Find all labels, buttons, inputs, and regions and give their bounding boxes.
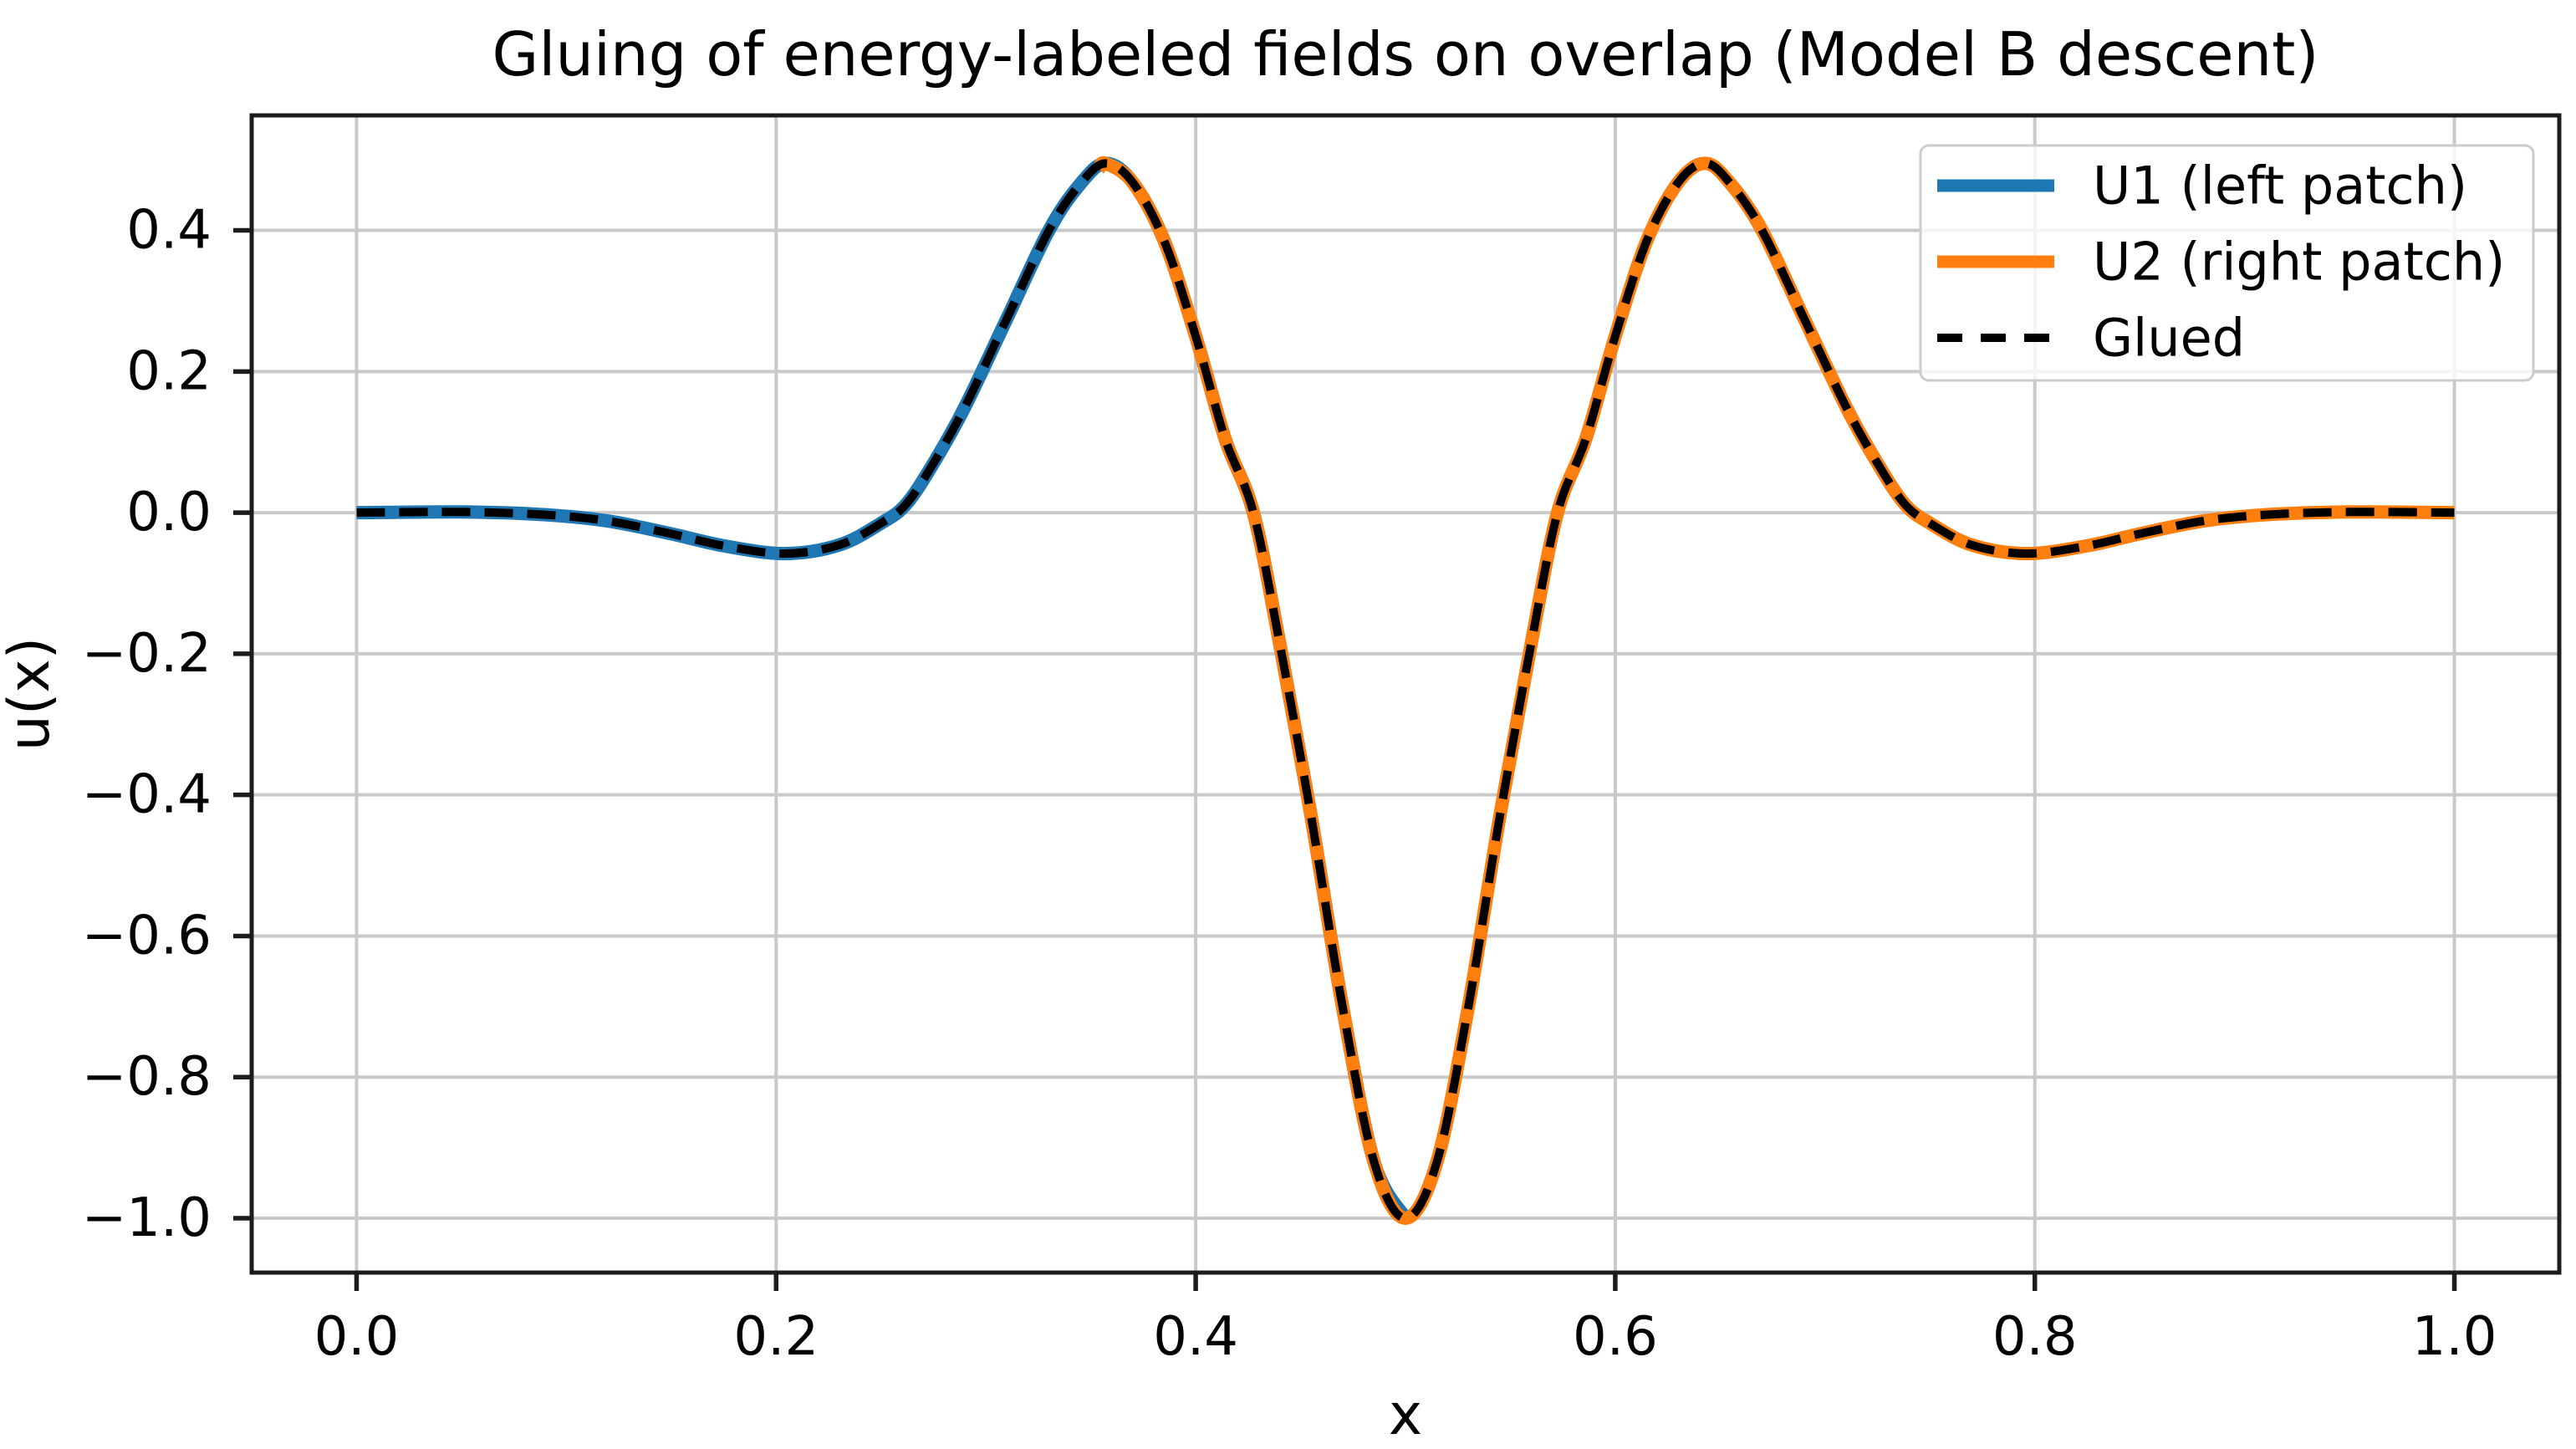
y-tick-label: −0.8 [82, 1046, 212, 1108]
legend-label-u2: U2 (right patch) [2093, 232, 2505, 293]
data-series [356, 156, 2455, 1225]
y-tick-label: −1.0 [82, 1187, 212, 1249]
y-tick-label: 0.0 [126, 482, 212, 543]
legend-label-u1: U1 (left patch) [2093, 156, 2467, 217]
y-tick-label: −0.6 [82, 905, 212, 967]
tick-labels: 0.0 0.2 0.4 0.6 0.8 1.0 0.4 0.2 0.0 −0.2 −0.4 −0.6 −… [82, 200, 2497, 1368]
x-tick-label: 1.0 [2412, 1306, 2497, 1368]
legend-frame [1919, 144, 2535, 382]
x-tick-label: 0.6 [1573, 1306, 1658, 1368]
legend-item-u1: U1 (left patch) [1937, 156, 2467, 217]
axes-spines [249, 113, 2562, 1275]
y-tick-label: 0.2 [126, 340, 212, 402]
chart-title: Gluing of energy-labeled fields on overl… [492, 19, 2319, 89]
series-glued-line [356, 159, 2455, 1222]
y-tick-label: −0.2 [82, 623, 212, 685]
y-tick-label: −0.4 [82, 764, 212, 826]
tick-marks [233, 227, 2457, 1291]
legend-label-glued: Glued [2093, 308, 2245, 369]
x-tick-label: 0.0 [314, 1306, 400, 1368]
x-tick-label: 0.4 [1153, 1306, 1238, 1368]
y-axis-label: u(x) [0, 637, 63, 751]
x-tick-label: 0.8 [1992, 1306, 2078, 1368]
legend-box: U1 (left patch) U2 (right patch) Glued [1919, 144, 2535, 382]
legend-item-u2: U2 (right patch) [1937, 232, 2505, 293]
legend-item-glued: Glued [1937, 308, 2245, 369]
x-axis-label: x [1389, 1382, 1422, 1448]
x-tick-label: 0.2 [733, 1306, 819, 1368]
y-tick-label: 0.4 [126, 200, 212, 262]
